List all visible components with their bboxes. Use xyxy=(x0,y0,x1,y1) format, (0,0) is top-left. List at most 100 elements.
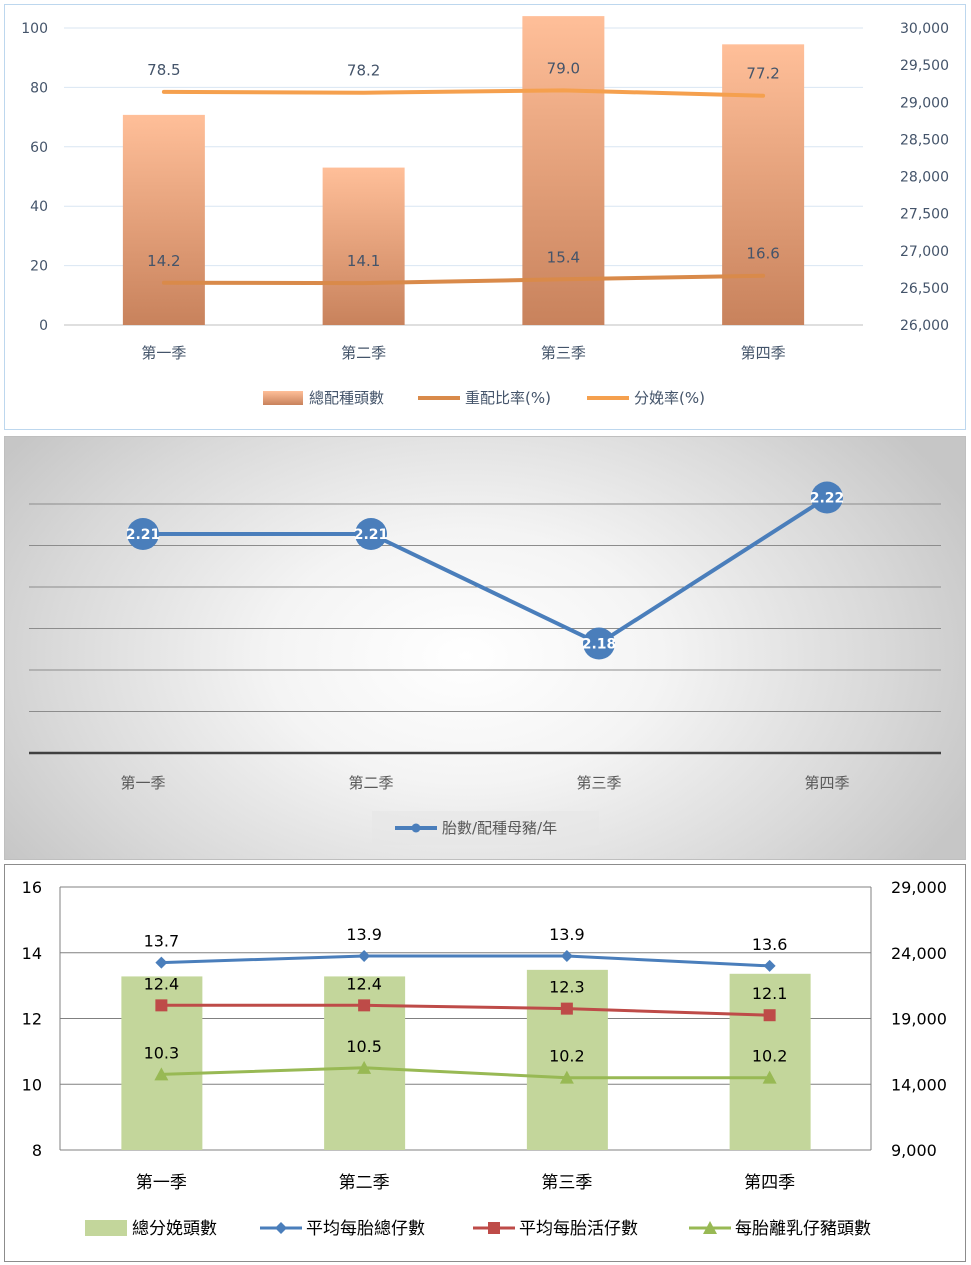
triangle-marker xyxy=(703,1221,717,1234)
data-label: 79.0 xyxy=(547,59,580,77)
legend-label: 每胎離乳仔豬頭數 xyxy=(735,1219,871,1239)
left-axis-tick-label: 14 xyxy=(22,944,42,963)
data-label: 13.7 xyxy=(144,932,180,951)
legend-label: 總配種頭數 xyxy=(309,389,384,407)
legend-label: 重配比率(%) xyxy=(465,389,551,407)
farrowing-chart: 8 10 12 14 16 9,000 14,000 19,000 24,000 29,000 第一… xyxy=(22,878,947,1239)
data-label: 78.2 xyxy=(347,62,380,80)
left-axis-tick-label: 10 xyxy=(22,1075,42,1094)
data-label: 77.2 xyxy=(746,65,779,83)
series-line xyxy=(161,954,770,968)
data-label: 10.2 xyxy=(752,1047,788,1066)
legend-bar-swatch xyxy=(85,1220,127,1236)
series-line xyxy=(161,1003,770,1017)
square-marker xyxy=(560,1002,573,1015)
data-point-marker xyxy=(811,481,843,514)
left-axis-tick-label: 20 xyxy=(30,259,48,275)
category-label: 第二季 xyxy=(341,344,386,362)
category-label: 第一季 xyxy=(120,774,165,792)
category-label: 第三季 xyxy=(541,344,586,362)
right-axis-tick-label: 27,000 xyxy=(900,244,949,260)
right-axis-tick-label: 26,000 xyxy=(900,318,949,334)
category-label: 第四季 xyxy=(804,774,849,792)
diamond-marker xyxy=(275,1222,287,1234)
data-label: 13.9 xyxy=(549,925,585,944)
series-line xyxy=(143,495,829,646)
data-label: 10.3 xyxy=(144,1043,180,1062)
triangle-marker xyxy=(762,1070,777,1084)
litters-chart-panel: 第一季 第二季 第三季 第四季 2.21 2.21 2.18 2.22 胎數/配種母豬/年 xyxy=(4,436,966,860)
left-axis-tick-label: 80 xyxy=(30,80,48,96)
data-label: 12.3 xyxy=(549,978,585,997)
breeding-chart-panel: 0 20 40 60 80 100 26,000 26,500 27,000 27,500 28,0… xyxy=(4,4,966,430)
diamond-marker xyxy=(763,959,776,972)
farrowing-chart-panel: 8 10 12 14 16 9,000 14,000 19,000 24,000 29,000 第一… xyxy=(4,864,966,1262)
category-label: 第三季 xyxy=(576,774,621,792)
category-label: 第一季 xyxy=(136,1173,187,1193)
right-axis-tick-label: 14,000 xyxy=(891,1075,947,1094)
data-label: 2.21 xyxy=(354,527,389,543)
data-point-marker xyxy=(583,627,615,660)
data-label: 10.2 xyxy=(549,1047,585,1066)
data-label: 2.21 xyxy=(126,527,161,543)
data-point-marker xyxy=(355,518,387,550)
square-marker xyxy=(155,999,168,1012)
data-label: 12.4 xyxy=(144,974,180,993)
data-label: 14.1 xyxy=(347,252,380,270)
data-label: 15.4 xyxy=(547,248,580,266)
right-axis-tick-label: 24,000 xyxy=(891,944,947,963)
series-line xyxy=(161,273,766,286)
right-axis-tick-label: 29,000 xyxy=(900,95,949,111)
left-axis-tick-label: 100 xyxy=(21,21,48,37)
category-label: 第四季 xyxy=(741,344,786,362)
category-label: 第四季 xyxy=(744,1173,795,1193)
legend-label: 分娩率(%) xyxy=(634,389,705,407)
right-axis-tick-label: 28,500 xyxy=(900,132,949,148)
data-label: 78.5 xyxy=(147,61,180,79)
data-label: 2.18 xyxy=(582,637,617,653)
legend-label: 胎數/配種母豬/年 xyxy=(442,819,557,837)
data-point-marker xyxy=(127,518,159,550)
left-axis-tick-label: 60 xyxy=(30,140,48,156)
data-label: 13.9 xyxy=(346,925,382,944)
data-label: 10.5 xyxy=(346,1037,382,1056)
diamond-marker xyxy=(358,950,371,963)
bar-總分娩頭數 xyxy=(729,973,811,1150)
diamond-marker xyxy=(560,950,573,963)
breeding-chart: 0 20 40 60 80 100 26,000 26,500 27,000 27,500 28,0… xyxy=(21,16,949,407)
data-label: 13.6 xyxy=(752,935,788,954)
right-axis-tick-label: 28,000 xyxy=(900,170,949,186)
right-axis-tick-label: 30,000 xyxy=(900,21,949,37)
series-line xyxy=(161,88,766,98)
data-label: 12.1 xyxy=(752,984,788,1003)
legend-label: 平均每胎總仔數 xyxy=(306,1219,425,1239)
right-axis-tick-label: 9,000 xyxy=(891,1141,937,1160)
data-label: 16.6 xyxy=(746,245,779,263)
left-axis-tick-label: 16 xyxy=(22,878,42,897)
right-axis-tick-label: 29,000 xyxy=(891,878,947,897)
legend-label: 總分娩頭數 xyxy=(132,1219,217,1239)
left-axis-tick-label: 40 xyxy=(30,199,48,215)
square-marker xyxy=(763,1009,776,1022)
triangle-marker xyxy=(154,1067,169,1081)
litters-chart: 第一季 第二季 第三季 第四季 2.21 2.21 2.18 2.22 胎數/配種母豬/年 xyxy=(29,481,941,845)
right-axis-tick-label: 27,500 xyxy=(900,207,949,223)
bar-總分娩頭數 xyxy=(526,969,608,1150)
category-label: 第一季 xyxy=(141,344,186,362)
data-label: 2.22 xyxy=(810,491,845,507)
triangle-marker xyxy=(559,1070,574,1084)
bar-總配種頭數 xyxy=(522,16,605,326)
legend-bar-swatch xyxy=(263,391,303,405)
diamond-marker xyxy=(155,956,168,969)
left-axis-tick-label: 0 xyxy=(39,318,48,334)
legend-label: 平均每胎活仔數 xyxy=(519,1219,638,1239)
category-label: 第二季 xyxy=(339,1173,390,1193)
series-line xyxy=(161,1066,770,1080)
right-axis-tick-label: 26,500 xyxy=(900,281,949,297)
bar-總配種頭數 xyxy=(122,114,205,325)
bar-總配種頭數 xyxy=(322,167,405,325)
right-axis-tick-label: 19,000 xyxy=(891,1010,947,1029)
square-marker xyxy=(358,999,371,1012)
data-label: 14.2 xyxy=(147,252,180,270)
bar-總配種頭數 xyxy=(722,44,805,326)
